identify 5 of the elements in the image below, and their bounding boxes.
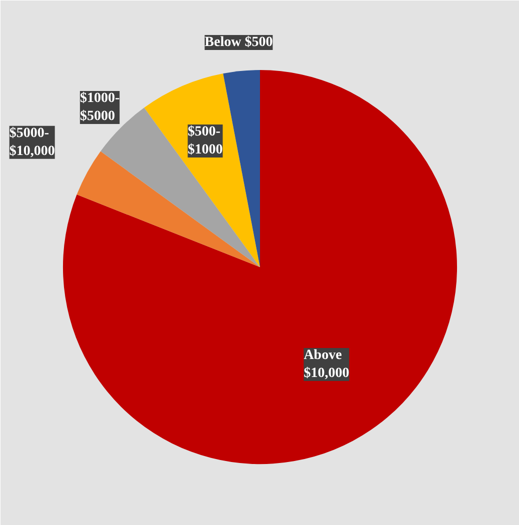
slice-label: $5000- $10,000	[9, 126, 55, 159]
slice-label: $500- $1000	[188, 124, 223, 158]
slice-label: Above $10,000	[304, 348, 350, 381]
slice-label: $1000- $5000	[80, 91, 120, 124]
slice-label: Below $500	[204, 34, 273, 50]
